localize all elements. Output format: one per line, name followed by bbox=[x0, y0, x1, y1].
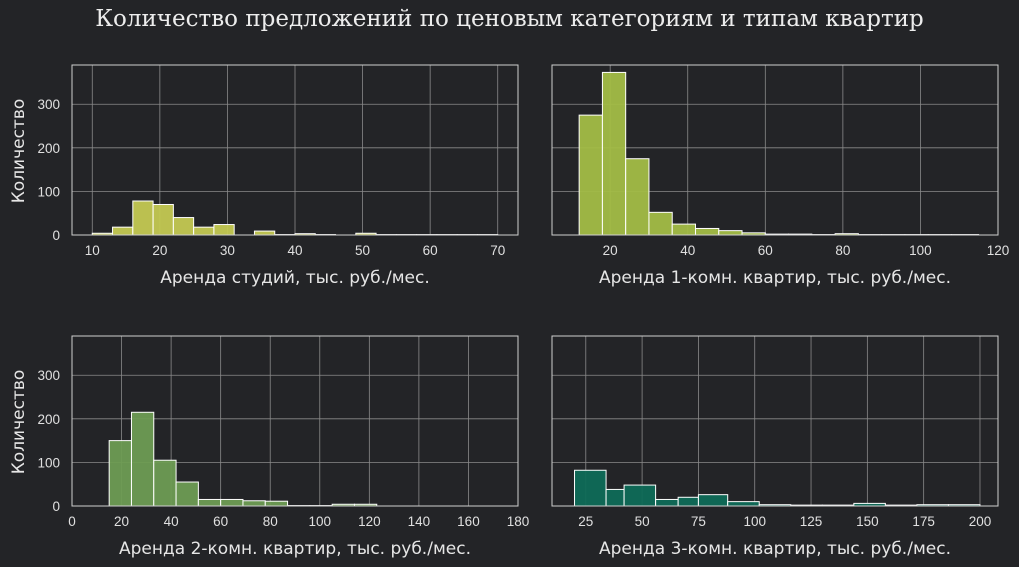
histogram-bar bbox=[677, 496, 699, 507]
histogram-bar bbox=[655, 498, 679, 507]
plot-frame bbox=[71, 335, 519, 507]
histogram-bar bbox=[623, 484, 657, 507]
x-tick-label: 100 bbox=[309, 514, 332, 529]
x-tick-label: 40 bbox=[287, 243, 302, 258]
x-tick-label: 150 bbox=[856, 514, 879, 529]
histogram-panel-3: 0 20 40 60 80 100 120 140 160 180 0 100 200 300 Аренда… bbox=[9, 335, 530, 559]
histogram-bar bbox=[625, 158, 650, 236]
x-tick-label: 80 bbox=[263, 514, 278, 529]
histogram-bar bbox=[108, 440, 132, 507]
x-tick-label: 70 bbox=[490, 243, 505, 258]
histogram-bar bbox=[112, 226, 134, 236]
x-tick-label: 60 bbox=[213, 514, 228, 529]
histogram-bar bbox=[253, 230, 276, 236]
x-axis-label: Аренда 3-комн. квартир, тыс. руб./мес. bbox=[599, 539, 951, 559]
x-tick-label: 50 bbox=[635, 514, 650, 529]
x-tick-label: 10 bbox=[85, 243, 100, 258]
y-tick-label: 300 bbox=[37, 368, 60, 383]
x-tick-label: 175 bbox=[912, 514, 935, 529]
histogram-bar bbox=[718, 230, 743, 236]
y-axis-label: Количество bbox=[9, 99, 29, 204]
y-tick-label: 100 bbox=[37, 184, 60, 199]
histogram-bar bbox=[578, 114, 603, 236]
histogram-bar bbox=[172, 217, 195, 236]
x-tick-label: 40 bbox=[164, 514, 179, 529]
y-tick-label: 100 bbox=[37, 455, 60, 470]
histogram-panel-1: 10 20 30 40 50 60 70 0 100 200 300 Аренда студий, т… bbox=[9, 64, 519, 288]
histogram-bar bbox=[264, 500, 289, 507]
histogram-panel-2: 20 40 60 80 100 120 Аренда 1-комн. квартир, ты… bbox=[551, 64, 1010, 288]
x-tick-label: 30 bbox=[220, 243, 235, 258]
histogram-bar bbox=[727, 501, 760, 507]
x-tick-label: 60 bbox=[758, 243, 773, 258]
plot-frame bbox=[551, 335, 999, 507]
x-tick-label: 50 bbox=[355, 243, 370, 258]
x-axis-label: Аренда 1-комн. квартир, тыс. руб./мес. bbox=[599, 268, 951, 288]
x-tick-label: 160 bbox=[457, 514, 480, 529]
histogram-panel-4: 25 50 75 100 125 150 175 200 Аренда 3-комн. квар… bbox=[551, 335, 999, 559]
x-tick-label: 40 bbox=[680, 243, 695, 258]
x-tick-label: 25 bbox=[578, 514, 593, 529]
x-tick-label: 140 bbox=[408, 514, 431, 529]
x-tick-label: 20 bbox=[603, 243, 618, 258]
histogram-bar bbox=[601, 71, 627, 236]
histogram-bar bbox=[242, 500, 266, 507]
x-axis-label: Аренда студий, тыс. руб./мес. bbox=[160, 268, 430, 288]
histogram-bar bbox=[671, 223, 696, 236]
histogram-bar bbox=[574, 469, 607, 507]
x-tick-label: 20 bbox=[152, 243, 167, 258]
x-tick-label: 120 bbox=[358, 514, 381, 529]
histogram-bar bbox=[213, 224, 235, 236]
y-tick-label: 0 bbox=[52, 228, 60, 243]
histogram-bar bbox=[132, 200, 154, 236]
histogram-bar bbox=[175, 481, 199, 507]
plot-area bbox=[552, 336, 998, 506]
histogram-bar bbox=[153, 459, 177, 507]
x-tick-label: 0 bbox=[68, 514, 76, 529]
x-tick-label: 80 bbox=[835, 243, 850, 258]
x-tick-label: 100 bbox=[743, 514, 766, 529]
y-tick-label: 200 bbox=[37, 141, 60, 156]
x-tick-label: 20 bbox=[114, 514, 129, 529]
plot-frame bbox=[71, 64, 519, 236]
histogram-bar bbox=[130, 411, 155, 507]
x-tick-label: 100 bbox=[909, 243, 932, 258]
x-tick-label: 125 bbox=[800, 514, 823, 529]
y-tick-label: 300 bbox=[37, 97, 60, 112]
x-tick-label: 200 bbox=[969, 514, 992, 529]
x-axis-label: Аренда 2-комн. квартир, тыс. руб./мес. bbox=[119, 539, 471, 559]
y-axis-label: Количество bbox=[9, 370, 29, 475]
x-tick-label: 120 bbox=[987, 243, 1010, 258]
histogram-bar bbox=[648, 211, 673, 236]
histogram-bar bbox=[152, 203, 174, 236]
x-tick-label: 180 bbox=[507, 514, 530, 529]
histogram-bar bbox=[220, 498, 244, 507]
plot-frame bbox=[551, 64, 999, 236]
x-tick-label: 60 bbox=[423, 243, 438, 258]
histogram-bar bbox=[197, 498, 222, 507]
figure-title: Количество предложений по ценовым катего… bbox=[95, 6, 924, 32]
histogram-bar bbox=[694, 227, 720, 236]
histogram-bar bbox=[193, 226, 215, 236]
histogram-bar bbox=[605, 488, 625, 507]
histogram-bar bbox=[697, 494, 729, 507]
x-tick-label: 75 bbox=[691, 514, 706, 529]
y-tick-label: 0 bbox=[52, 499, 60, 514]
y-tick-label: 200 bbox=[37, 412, 60, 427]
